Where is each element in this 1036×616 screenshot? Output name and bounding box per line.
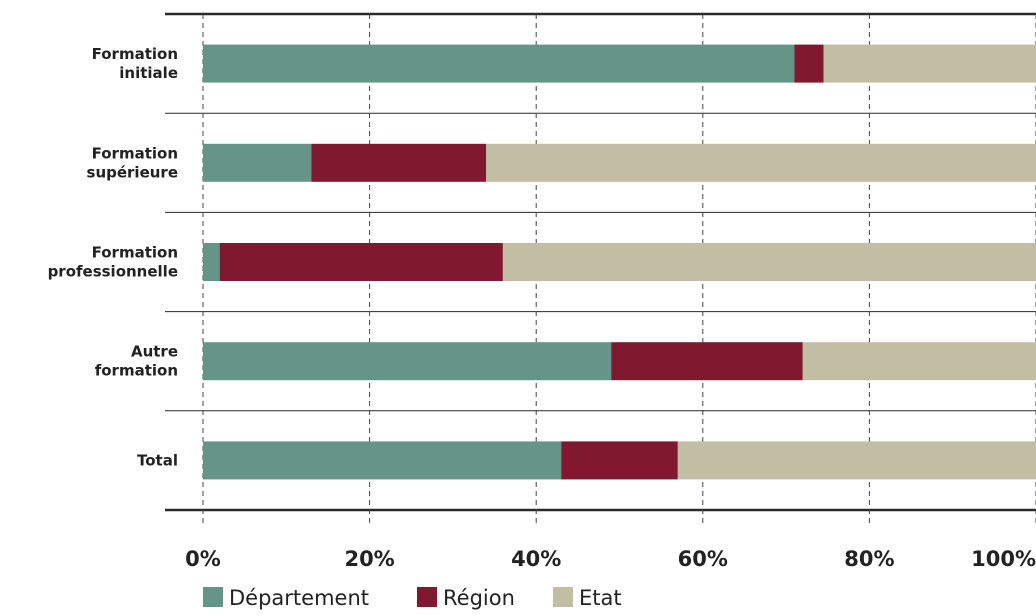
bar-autre-formation-region	[611, 342, 803, 381]
bar-formation-superieure-region	[311, 143, 487, 182]
x-tick-label-60: 60%	[678, 547, 728, 571]
x-tick-label-20: 20%	[344, 547, 394, 571]
bar-formation-initiale-etat	[823, 44, 1036, 83]
bar-formation-professionnelle-departement	[203, 243, 220, 281]
category-label-autre-formation: Autre formation	[95, 343, 178, 380]
legend-swatch-etat	[553, 587, 573, 607]
legend: Département Région Etat	[203, 586, 622, 610]
bar-formation-superieure-departement	[203, 143, 312, 182]
bar-formation-initiale-departement	[203, 44, 795, 83]
bar-formation-professionnelle-etat	[502, 243, 1036, 281]
x-tick-label-40: 40%	[511, 547, 561, 571]
bar-formation-superieure-etat	[486, 143, 1036, 182]
bar-autre-formation-etat	[802, 342, 1036, 381]
bars	[203, 44, 1036, 480]
bar-formation-professionnelle-region	[219, 243, 503, 281]
legend-label-etat: Etat	[579, 586, 622, 610]
legend-swatch-region	[417, 587, 437, 607]
category-label-formation-superieure: Formation supérieure	[87, 144, 178, 181]
category-labels: Formation initiale Formation supérieure Form…	[48, 45, 178, 469]
bar-autre-formation-departement	[203, 342, 612, 381]
grid-lines	[165, 12, 1036, 524]
bar-formation-initiale-region	[794, 44, 824, 83]
x-tick-label-0: 0%	[185, 547, 221, 571]
legend-label-region: Région	[443, 586, 515, 610]
x-tick-label-100: 100%	[971, 547, 1036, 571]
bar-total-etat	[677, 441, 1036, 480]
category-label-formation-initiale: Formation initiale	[92, 45, 178, 82]
x-tick-labels: 0% 20% 40% 60% 80% 100%	[185, 547, 1036, 571]
legend-label-departement: Département	[229, 586, 369, 610]
bar-total-region	[561, 441, 678, 480]
category-label-formation-professionnelle: Formation professionnelle	[48, 244, 178, 281]
bar-total-departement	[203, 441, 562, 480]
legend-swatch-departement	[203, 587, 223, 607]
x-tick-label-80: 80%	[844, 547, 894, 571]
category-label-total: Total	[137, 451, 178, 469]
